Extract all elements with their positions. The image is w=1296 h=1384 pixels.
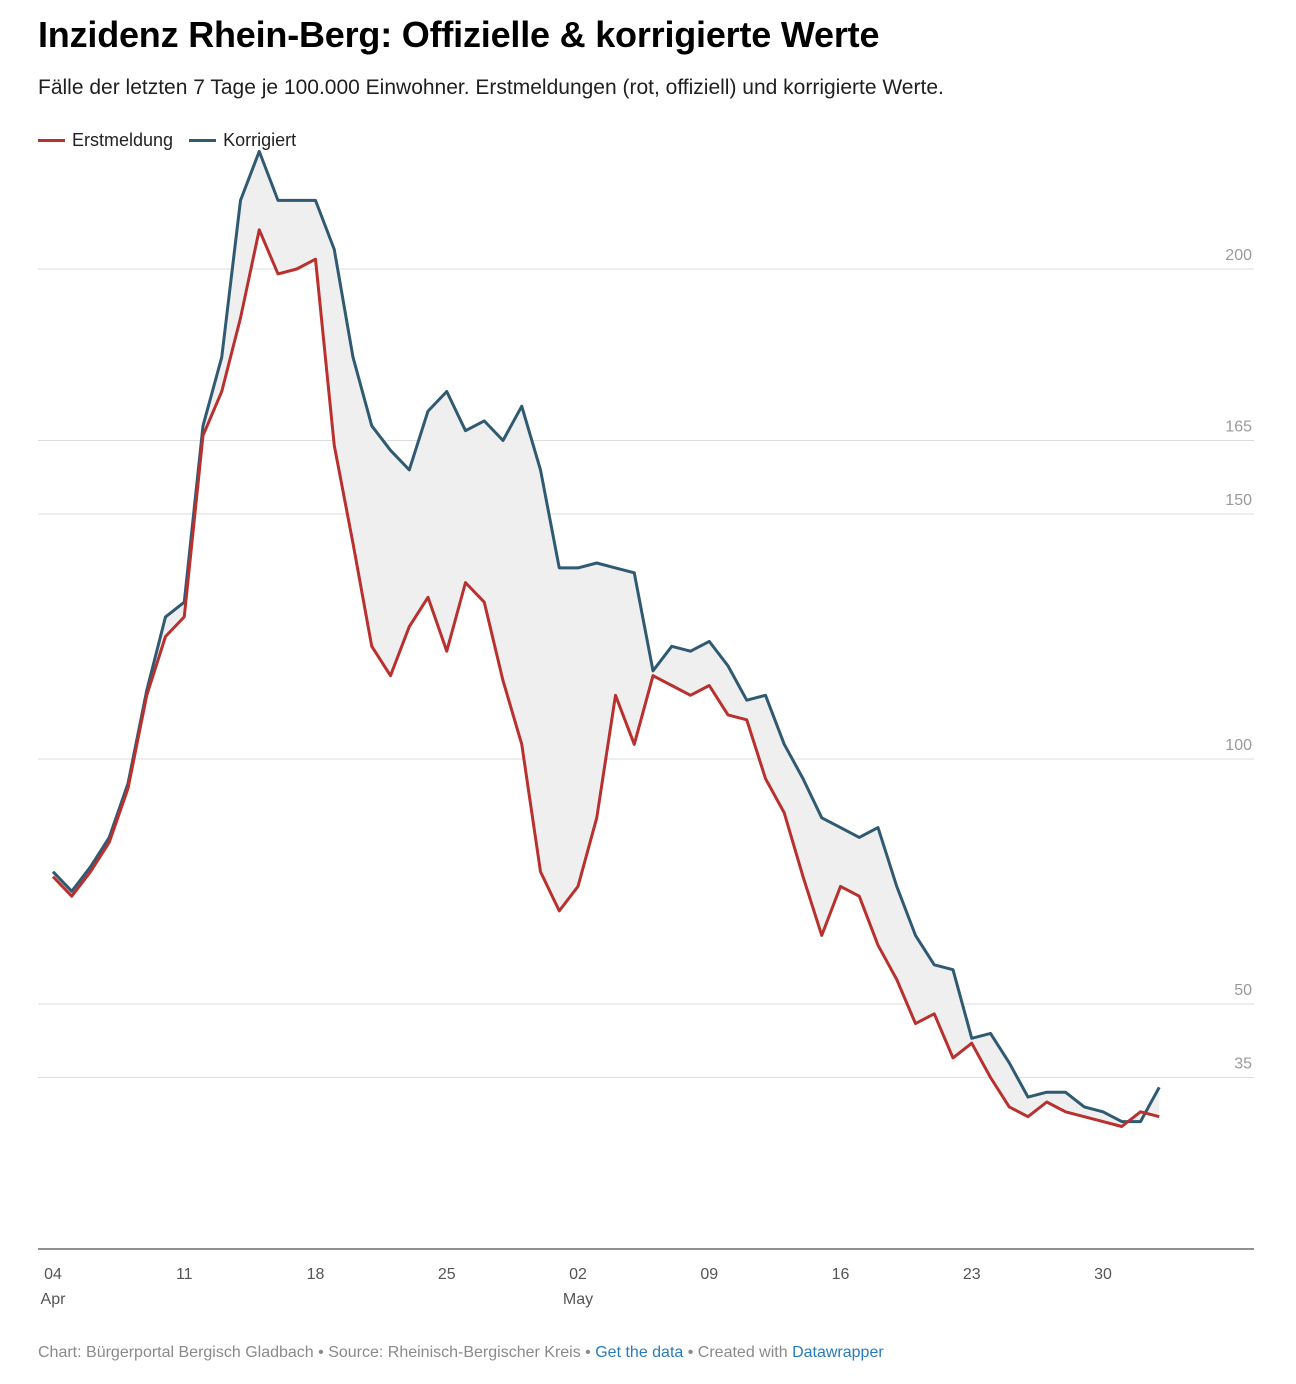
legend-label-korrigiert: Korrigiert: [223, 130, 297, 150]
grid: 35 50 100 150 165 200: [38, 247, 1254, 1078]
y-tick-label-200: 200: [1225, 247, 1252, 264]
y-tick-label-50: 50: [1234, 982, 1252, 999]
series-lines: [51, 149, 1161, 1128]
x-tick-label-2021-05-02: 02: [569, 1266, 587, 1283]
x-tick-label-2021-05-16: 16: [832, 1266, 850, 1283]
legend-item-erstmeldung: Erstmeldung: [38, 130, 173, 151]
chart-subtitle: Fälle der letzten 7 Tage je 100.000 Einw…: [38, 76, 944, 99]
footer: Chart: Bürgerportal Bergisch Gladbach • …: [38, 1344, 884, 1362]
series-line-erstmeldung: [51, 228, 1160, 1128]
x-month-label-Apr: Apr: [41, 1291, 67, 1308]
y-tick-label-150: 150: [1225, 492, 1252, 509]
difference-fill: [53, 151, 1160, 1127]
datawrapper-link[interactable]: Datawrapper: [792, 1344, 884, 1361]
x-tick-label-2021-05-23: 23: [963, 1266, 981, 1283]
series-line-korrigiert: [51, 149, 1161, 1124]
legend-item-korrigiert: Korrigiert: [189, 130, 296, 151]
get-the-data-link[interactable]: Get the data: [595, 1344, 684, 1361]
x-tick-label-2021-04-25: 25: [438, 1266, 456, 1283]
footer-credits: Chart: Bürgerportal Bergisch Gladbach • …: [38, 1344, 596, 1361]
line-chart: 35 50 100 150 165 200 04 Apr 11 18 25 02 May 09 16 23 3…: [38, 149, 1254, 1308]
y-tick-label-100: 100: [1225, 737, 1252, 754]
legend-swatch-korrigiert: [189, 139, 217, 142]
legend-swatch-erstmeldung: [38, 139, 65, 142]
x-month-label-May: May: [563, 1291, 593, 1308]
y-tick-label-35: 35: [1234, 1056, 1252, 1073]
footer-created-with: • Created with: [683, 1344, 793, 1361]
x-tick-label-2021-05-09: 09: [700, 1266, 718, 1283]
x-tick-label-2021-04-11: 11: [176, 1266, 193, 1283]
x-tick-label-2021-05-30: 30: [1094, 1266, 1112, 1283]
y-tick-label-165: 165: [1225, 419, 1252, 436]
difference-area: [53, 151, 1160, 1127]
x-tick-label-2021-04-18: 18: [307, 1266, 325, 1283]
x-axis: 04 Apr 11 18 25 02 May 09 16 23 30: [38, 1248, 1254, 1308]
legend: Erstmeldung Korrigiert: [38, 130, 312, 151]
chart-title: Inzidenz Rhein-Berg: Offizielle & korrig…: [38, 14, 880, 55]
x-tick-label-2021-04-04: 04: [44, 1266, 62, 1283]
legend-label-erstmeldung: Erstmeldung: [72, 130, 174, 150]
